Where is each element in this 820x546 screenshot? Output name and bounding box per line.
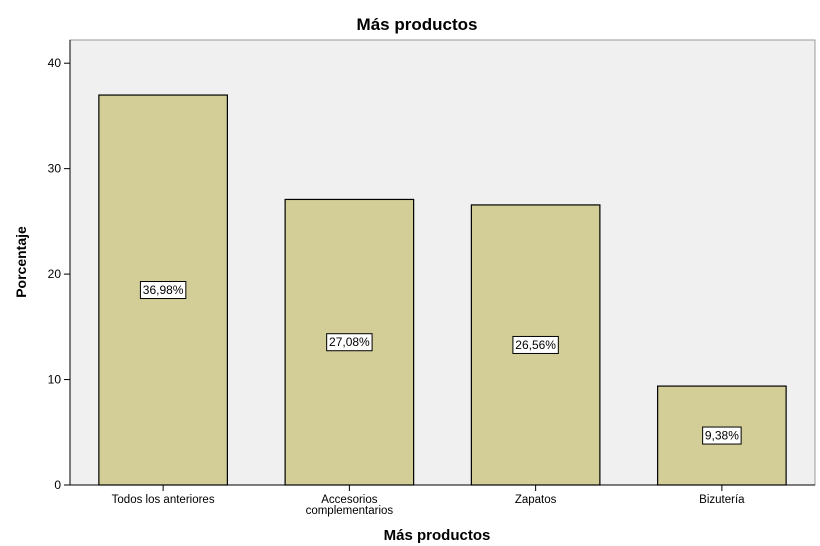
data-label-text: 36,98% xyxy=(143,283,184,297)
data-label-text: 27,08% xyxy=(329,335,370,349)
data-label-box xyxy=(512,335,559,354)
y-tick-label: 20 xyxy=(48,267,62,281)
y-tick-label: 40 xyxy=(48,56,62,70)
y-tick-label: 0 xyxy=(54,478,61,492)
x-tick-label: Todos los anteriores xyxy=(112,494,215,506)
data-label: 36,98% xyxy=(139,281,187,300)
data-label-box xyxy=(326,333,373,352)
x-tick-label: Bizutería xyxy=(699,494,745,506)
bars: 36,98% 27,08% 26,56% 9,38% xyxy=(98,94,787,486)
x-axis: Todos los anteriores Accesorios complement… xyxy=(70,484,815,517)
y-axis-title: Porcentaje xyxy=(13,226,29,298)
chart-title: Más productos xyxy=(357,15,478,34)
data-label: 9,38% xyxy=(702,426,742,445)
data-label-text: 26,56% xyxy=(515,338,556,352)
data-label: 26,56% xyxy=(512,335,559,354)
x-axis-title: Más productos xyxy=(384,527,491,544)
y-tick-label: 10 xyxy=(48,373,62,387)
data-label: 27,08% xyxy=(326,333,373,352)
x-tick-label: Accesorios complementarios xyxy=(306,494,394,517)
y-axis: 0 10 20 30 40 xyxy=(48,40,71,492)
x-tick-label: Zapatos xyxy=(515,494,557,506)
data-label-box xyxy=(139,281,187,300)
y-tick-label: 30 xyxy=(48,162,62,176)
data-label-text: 9,38% xyxy=(705,429,739,443)
data-label-box xyxy=(702,426,742,445)
